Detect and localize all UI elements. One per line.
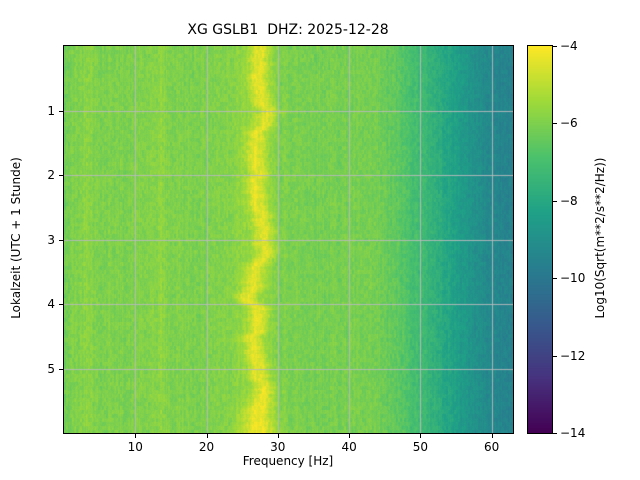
- y-tick-label: 3: [47, 232, 55, 247]
- colorbar-tick-label: −12: [560, 348, 586, 363]
- colorbar-tick-mark: [553, 46, 557, 47]
- x-tick-label: 30: [270, 440, 286, 454]
- x-tick-mark: [420, 434, 422, 438]
- y-tick-label: 4: [47, 297, 55, 311]
- colorbar-tick-mark: [553, 123, 557, 125]
- colorbar-tick-label: −6: [560, 116, 578, 131]
- y-tick-mark: [59, 239, 63, 241]
- colorbar-tick-mark: [553, 200, 557, 202]
- y-tick-label: 1: [47, 103, 55, 118]
- spectrogram-heatmap: [63, 45, 514, 434]
- y-axis-label: Lokalzeit (UTC + 1 Stunde): [9, 157, 23, 319]
- colorbar: [527, 45, 553, 434]
- x-tick-label: 40: [341, 440, 357, 454]
- y-tick-label: 2: [47, 168, 55, 182]
- colorbar-tick-label: −14: [560, 426, 586, 440]
- x-tick-label: 10: [127, 440, 143, 454]
- chart-title: XG GSLB1 DHZ: 2025-12-28: [187, 22, 389, 38]
- colorbar-tick-label: −8: [560, 193, 578, 208]
- x-tick-mark: [277, 434, 279, 438]
- y-tick-mark: [59, 110, 63, 112]
- y-tick-label: 5: [47, 361, 55, 376]
- x-axis-label: Frequency [Hz]: [242, 454, 334, 468]
- colorbar-tick-mark: [553, 433, 557, 434]
- x-tick-mark: [135, 434, 137, 438]
- x-tick-mark: [206, 434, 208, 438]
- colorbar-tick-mark: [553, 278, 557, 280]
- x-tick-mark: [491, 434, 493, 438]
- y-tick-mark: [59, 175, 63, 176]
- colorbar-tick-mark: [553, 355, 557, 357]
- x-tick-label: 60: [483, 440, 500, 454]
- x-tick-label: 20: [198, 440, 215, 454]
- y-tick-mark: [59, 368, 63, 370]
- y-tick-mark: [59, 304, 63, 305]
- colorbar-tick-label: −4: [560, 39, 578, 53]
- colorbar-label: Log10(Sqrt(m**2/s**2/Hz)): [593, 157, 607, 319]
- x-tick-label: 50: [412, 440, 428, 454]
- x-tick-mark: [349, 434, 351, 438]
- colorbar-tick-label: −10: [560, 271, 586, 286]
